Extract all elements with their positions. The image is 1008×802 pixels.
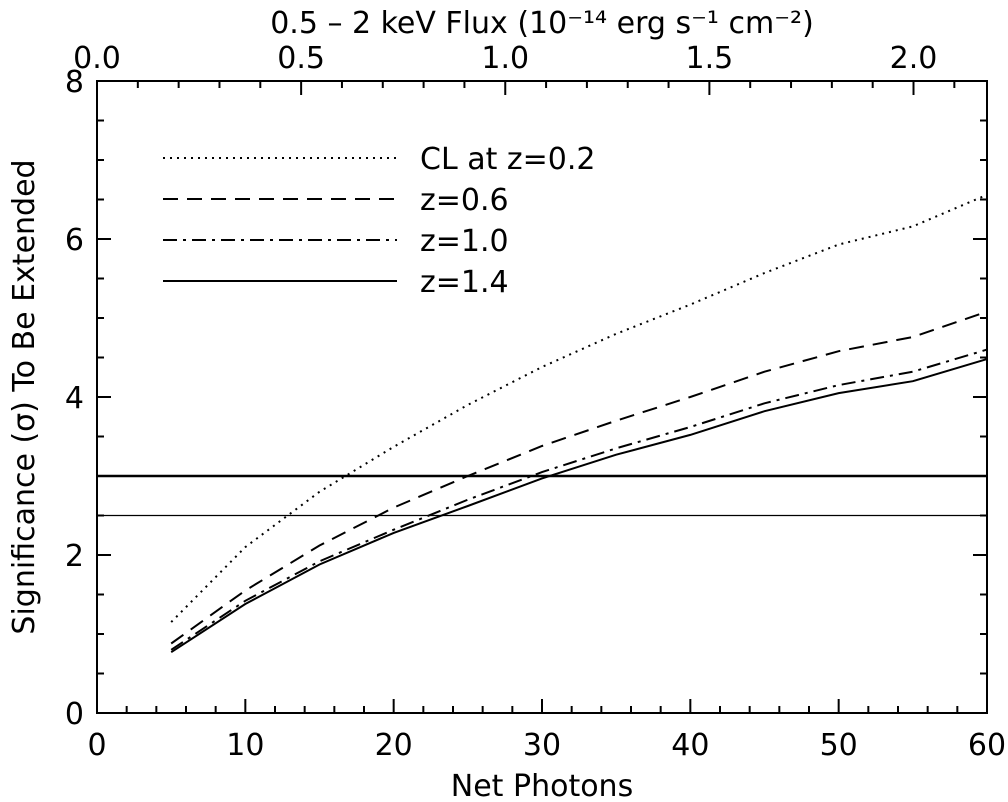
series-line: [170, 193, 988, 623]
top-tick-label: 0.0: [73, 41, 121, 76]
series-line: [170, 310, 988, 645]
x-tick-label: 60: [968, 728, 1006, 763]
top-axis-title: 0.5 – 2 keV Flux (10⁻¹⁴ erg s⁻¹ cm⁻²): [270, 6, 814, 41]
legend-label: z=1.0: [420, 224, 509, 259]
series-line: [170, 348, 988, 651]
y-axis-title: Significance (σ) To Be Extended: [7, 159, 42, 634]
series-line: [170, 358, 988, 654]
tick-labels: 0 10 20 30 40 50 60 0 2 4 6 80.0 0.5 1.0 1.5 2.0: [65, 41, 1006, 763]
x-tick-label: 10: [226, 728, 264, 763]
top-tick-label: 1.0: [481, 41, 529, 76]
legend: CL at z=0.2 z=0.6 z=1.0 z=1.4: [163, 142, 595, 300]
legend-label: z=0.6: [420, 183, 509, 218]
top-tick-label: 1.5: [686, 41, 734, 76]
series-lines: [170, 193, 988, 654]
legend-label: CL at z=0.2: [420, 142, 595, 177]
top-tick-label: 0.5: [277, 41, 325, 76]
y-tick-label: 4: [65, 381, 84, 416]
y-tick-label: 8: [65, 65, 84, 100]
top-tick-label: 2.0: [890, 41, 938, 76]
y-tick-label: 0: [65, 697, 84, 732]
x-tick-label: 30: [523, 728, 561, 763]
x-tick-label: 40: [671, 728, 709, 763]
legend-label: z=1.4: [420, 265, 509, 300]
y-tick-label: 2: [65, 539, 84, 574]
x-tick-label: 20: [375, 728, 413, 763]
x-tick-label: 0: [87, 728, 106, 763]
x-tick-label: 50: [820, 728, 858, 763]
y-tick-label: 6: [65, 223, 84, 258]
x-axis-title: Net Photons: [451, 769, 633, 802]
reference-lines: [97, 474, 987, 517]
axis-ticks: [96, 80, 988, 714]
